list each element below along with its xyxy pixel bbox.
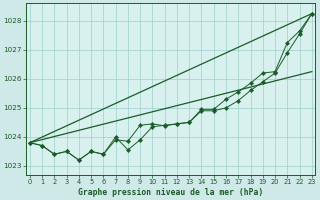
X-axis label: Graphe pression niveau de la mer (hPa): Graphe pression niveau de la mer (hPa) (78, 188, 263, 197)
